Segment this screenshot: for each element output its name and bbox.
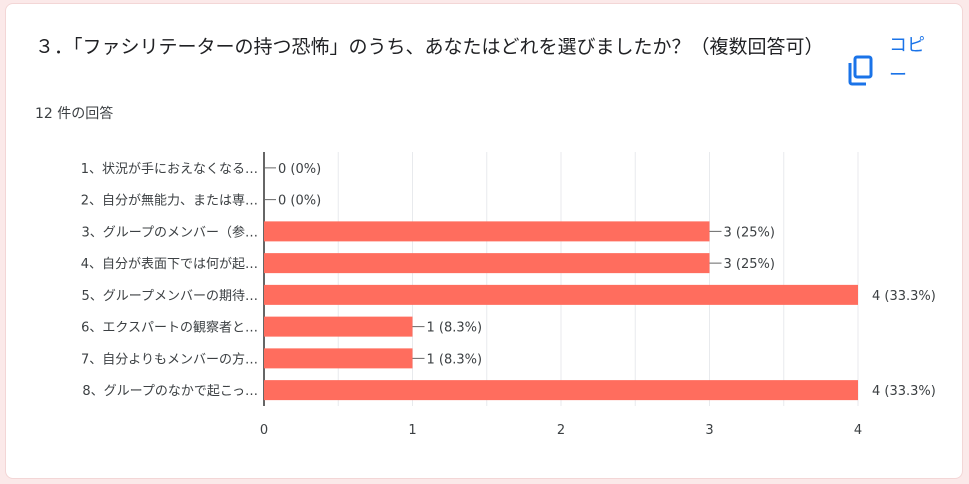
data-label: 4 (33.3%) xyxy=(872,384,936,399)
x-tick-label: 3 xyxy=(705,423,713,438)
data-label: 3 (25%) xyxy=(724,257,775,272)
bar xyxy=(264,380,858,401)
data-label: 3 (25%) xyxy=(724,225,775,240)
category-label: 5、グループメンバーの期待… xyxy=(82,289,259,304)
category-label: 7、自分よりもメンバーの方… xyxy=(81,351,258,367)
x-tick-label: 0 xyxy=(260,423,268,438)
x-tick-label: 1 xyxy=(408,423,416,438)
category-label: 3、グループのメンバー（参… xyxy=(82,224,259,240)
copy-icon[interactable] xyxy=(846,54,876,88)
category-label: 1、状況が手におえなくなる… xyxy=(81,162,258,177)
category-label: 6、エクスパートの観察者と… xyxy=(81,321,258,336)
data-label: 0 (0%) xyxy=(278,194,321,209)
bar xyxy=(264,284,858,305)
bar xyxy=(264,316,413,337)
chart-labels: 0 1 2 3 4 1、状況が手におえなくなる… 0 (0%) 2、自分が無能力、または専… 0… xyxy=(81,162,936,438)
copy-button[interactable]: コピー xyxy=(889,31,939,91)
bar xyxy=(264,348,413,369)
category-label: 2、自分が無能力、または専… xyxy=(81,194,258,209)
copy-button-label: コピー xyxy=(889,35,925,86)
response-count: 12 件の回答 xyxy=(35,106,114,122)
data-label: 0 (0%) xyxy=(278,162,321,177)
data-label: 1 (8.3%) xyxy=(427,321,483,336)
category-label: 8、グループのなかで起こっ… xyxy=(82,384,258,399)
data-label: 1 (8.3%) xyxy=(427,352,483,367)
x-tick-label: 2 xyxy=(557,423,565,438)
bar xyxy=(264,221,710,242)
x-tick-label: 4 xyxy=(854,423,862,438)
bar xyxy=(264,253,710,274)
chart-bars xyxy=(264,221,858,401)
category-label: 4、自分が表面下では何が起… xyxy=(81,256,258,272)
data-label: 4 (33.3%) xyxy=(872,289,936,304)
question-title: ３．「ファシリテーターの持つ恐怖」のうち、あなたはどれを選びましたか？（複数回答… xyxy=(35,36,824,58)
